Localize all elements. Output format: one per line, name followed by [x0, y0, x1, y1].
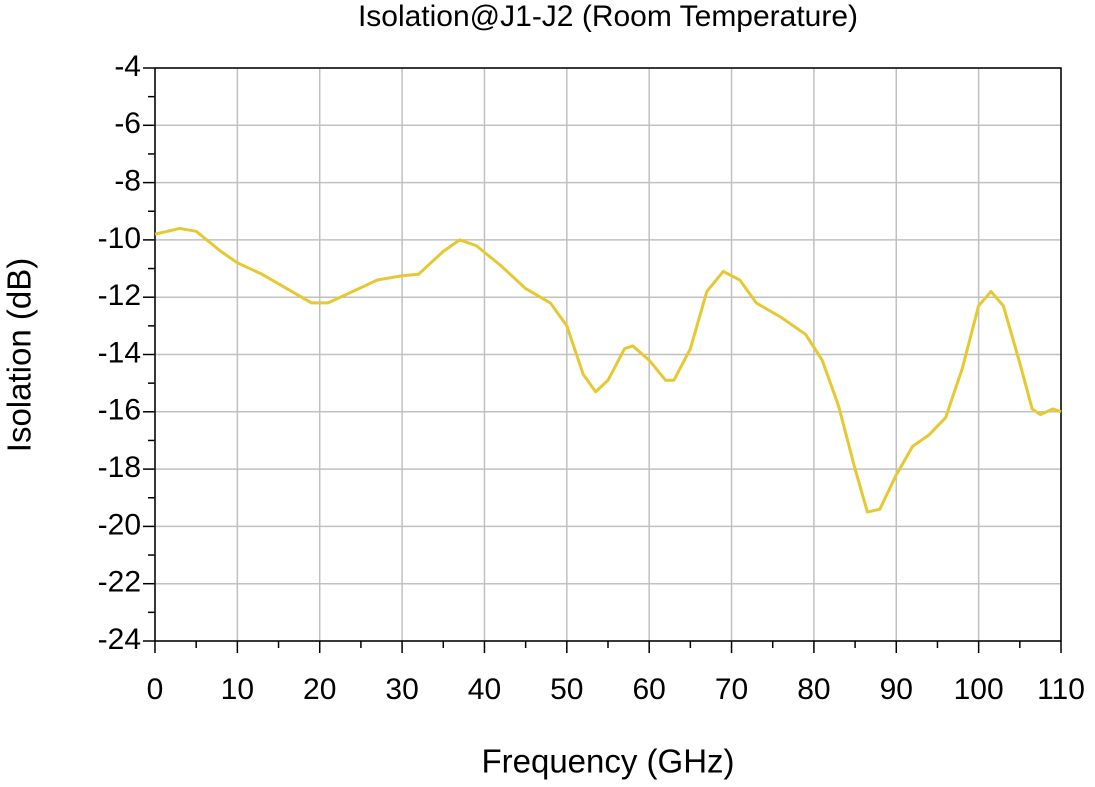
x-tick-label: 30 — [385, 673, 418, 706]
x-tick-label: 60 — [632, 673, 665, 706]
y-tick-label: -14 — [98, 336, 141, 369]
y-tick-label: -20 — [98, 508, 141, 541]
x-tick-label: 100 — [954, 673, 1004, 706]
y-axis-label: Isolation (dB) — [1, 258, 38, 452]
y-tick-label: -8 — [114, 165, 141, 198]
y-tick-label: -10 — [98, 222, 141, 255]
chart-title: Isolation@J1-J2 (Room Temperature) — [358, 0, 858, 33]
x-tick-label: 20 — [303, 673, 336, 706]
y-tick-label: -12 — [98, 279, 141, 312]
series-line — [154, 226, 1062, 514]
x-tick-label: 10 — [221, 673, 254, 706]
y-tick-label: -6 — [114, 107, 141, 140]
x-tick-label: 40 — [468, 673, 501, 706]
x-axis-label: Frequency (GHz) — [481, 743, 734, 780]
plot-frame — [154, 67, 1062, 642]
y-tick-label: -4 — [114, 50, 141, 83]
y-tick-label: -22 — [98, 566, 141, 599]
y-tick-label: -16 — [98, 394, 141, 427]
x-tick-label: 80 — [797, 673, 830, 706]
x-tick-label: 0 — [147, 673, 164, 706]
x-tick-label: 70 — [715, 673, 748, 706]
y-tick-label: -18 — [98, 451, 141, 484]
x-tick-label: 50 — [550, 673, 583, 706]
y-tick-label: -24 — [98, 623, 141, 656]
x-tick-label: 110 — [1037, 673, 1085, 706]
x-tick-label: 90 — [880, 673, 913, 706]
